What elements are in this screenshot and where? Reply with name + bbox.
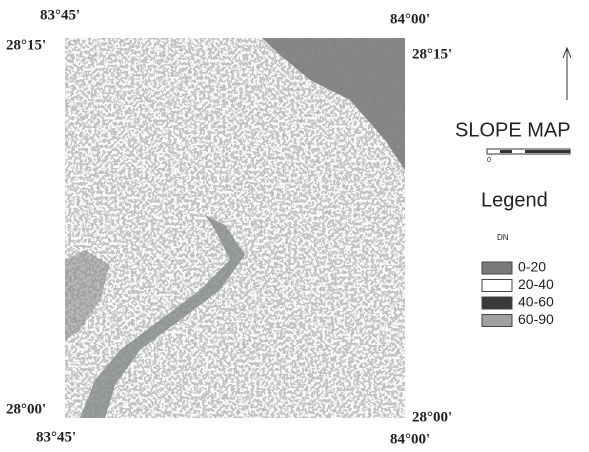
legend-swatch xyxy=(482,315,512,327)
coord-label: 83°45' xyxy=(40,7,80,23)
scale-bar xyxy=(487,149,570,154)
legend-label: 60-90 xyxy=(518,311,554,327)
map-raster xyxy=(65,38,405,418)
coord-label: 84°00' xyxy=(390,431,430,447)
legend-swatch xyxy=(482,297,512,309)
page: 83°45' 28°15' 84°00' 28°15' 28°00' 83°45… xyxy=(0,0,589,452)
legend-subtitle: DN xyxy=(497,233,509,242)
legend-label: 40-60 xyxy=(518,294,554,310)
map-title: SLOPE MAP xyxy=(455,119,571,141)
coord-label: 83°45' xyxy=(36,429,76,445)
coord-label: 28°15' xyxy=(6,37,46,53)
legend-label: 0-20 xyxy=(518,259,546,275)
coord-label: 28°00' xyxy=(412,409,452,425)
north-arrow xyxy=(563,48,571,100)
slope-map-figure: 83°45' 28°15' 84°00' 28°15' 28°00' 83°45… xyxy=(0,0,589,452)
legend-label: 20-40 xyxy=(518,276,554,292)
coord-label: 28°15' xyxy=(412,46,452,62)
legend-swatch xyxy=(482,280,512,292)
legend-swatch xyxy=(482,262,512,274)
coord-label: 84°00' xyxy=(390,11,430,27)
scale-label: 0 xyxy=(487,157,491,164)
coord-label: 28°00' xyxy=(6,401,46,417)
legend-title: Legend xyxy=(481,189,548,211)
